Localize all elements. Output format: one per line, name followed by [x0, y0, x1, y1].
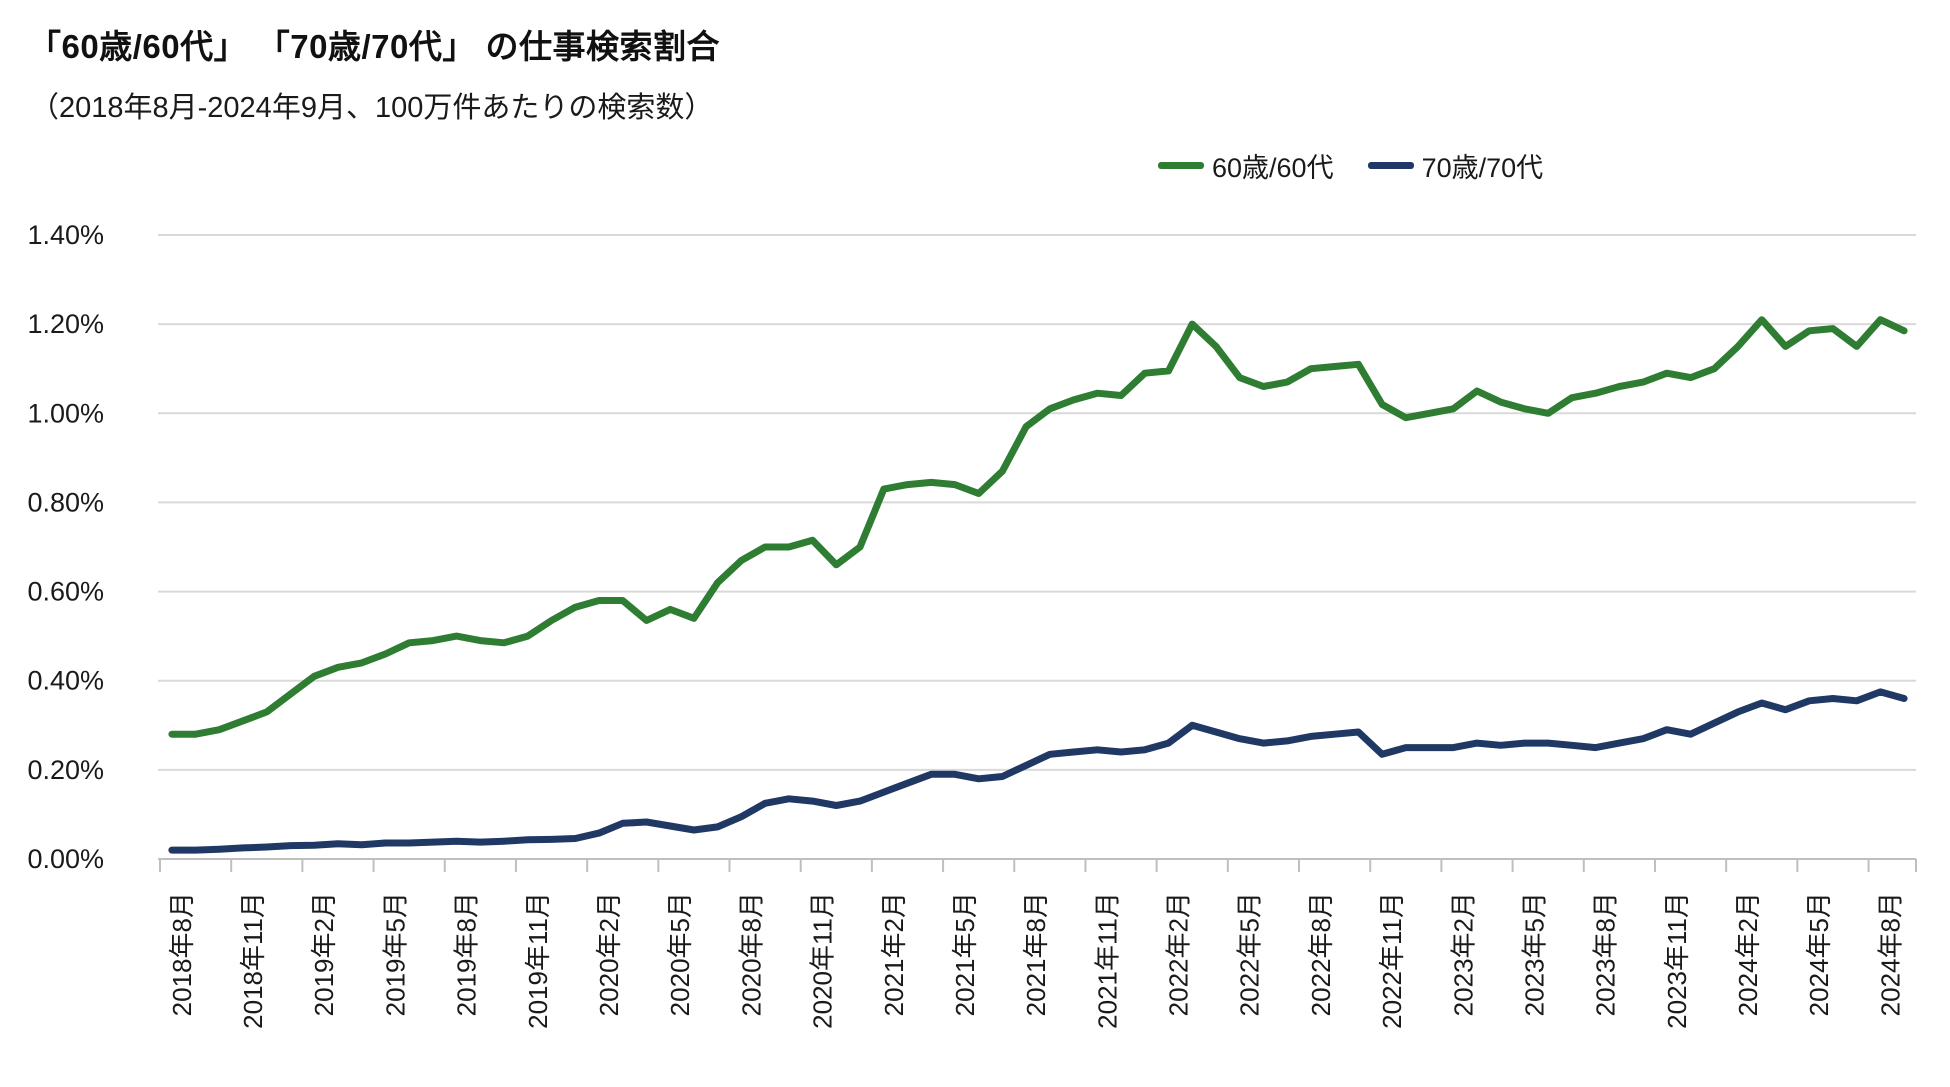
y-axis-labels: 1.40% 1.20% 1.00% 0.80% 0.60% 0.40% 0.20% 0.00% — [27, 220, 104, 874]
x-tick-label: 2019年11月 — [523, 892, 553, 1029]
legend-swatch-70s-icon — [1367, 162, 1414, 169]
series-line-60s — [168, 316, 1908, 738]
x-tick-label: 2024年5月 — [1804, 892, 1834, 1016]
legend-label-60s: 60歳/60代 — [1212, 153, 1334, 183]
x-tick-label: 2022年5月 — [1235, 892, 1265, 1016]
page-subtitle: （2018年8月-2024年9月、100万件あたりの検索数） — [30, 92, 714, 124]
x-tick-label: 2023年11月 — [1662, 892, 1692, 1029]
x-tick-label: 2023年8月 — [1591, 892, 1621, 1016]
x-tick-label: 2018年8月 — [167, 892, 197, 1016]
legend-item-60s: 60歳/60代 — [1158, 146, 1334, 185]
x-tick-label: 2021年5月 — [950, 892, 980, 1016]
x-tick-label: 2020年11月 — [808, 892, 838, 1029]
x-axis — [158, 858, 1917, 872]
x-tick-label: 2021年11月 — [1092, 892, 1122, 1029]
x-tick-label: 2020年8月 — [736, 892, 766, 1016]
x-tick-label: 2020年5月 — [665, 892, 695, 1016]
x-tick-label: 2024年8月 — [1875, 892, 1905, 1016]
series-line-70s — [168, 688, 1908, 854]
gridlines — [158, 234, 1916, 771]
y-tick-label: 1.20% — [27, 309, 104, 339]
y-tick-label: 0.00% — [27, 844, 104, 874]
x-tick-label: 2023年5月 — [1519, 892, 1549, 1016]
legend-item-70s: 70歳/70代 — [1367, 146, 1544, 185]
legend-swatch-60s-icon — [1158, 162, 1204, 169]
x-tick-label: 2018年11月 — [238, 892, 268, 1029]
x-tick-label: 2020年2月 — [594, 892, 624, 1016]
x-tick-label: 2022年2月 — [1164, 892, 1194, 1016]
y-tick-label: 0.80% — [27, 487, 104, 517]
x-axis-labels: 2018年8月 2018年11月 2019年2月 2019年5月 2019年8月 2019… — [167, 892, 1906, 1029]
y-tick-label: 1.40% — [27, 220, 104, 250]
x-tick-label: 2022年11月 — [1377, 892, 1407, 1029]
x-tick-label: 2019年5月 — [380, 892, 410, 1016]
x-tick-label: 2023年2月 — [1448, 892, 1478, 1016]
chart-legend: 60歳/60代 70歳/70代 — [1158, 146, 1543, 185]
series-lines — [168, 316, 1908, 854]
x-tick-label: 2024年2月 — [1733, 892, 1763, 1016]
legend-label-70s: 70歳/70代 — [1421, 153, 1544, 183]
x-tick-label: 2019年8月 — [452, 892, 482, 1016]
page-title: 「60歳/60代」 「70歳/70代」 の仕事検索割合 — [28, 28, 720, 65]
x-tick-label: 2019年2月 — [309, 892, 339, 1016]
y-tick-label: 0.20% — [27, 755, 104, 785]
x-tick-label: 2022年8月 — [1306, 892, 1336, 1016]
x-tick-label: 2021年2月 — [879, 892, 909, 1016]
y-tick-label: 0.40% — [27, 666, 104, 696]
y-tick-label: 0.60% — [27, 577, 104, 607]
x-tick-label: 2021年8月 — [1021, 892, 1051, 1016]
y-tick-label: 1.00% — [27, 398, 104, 428]
